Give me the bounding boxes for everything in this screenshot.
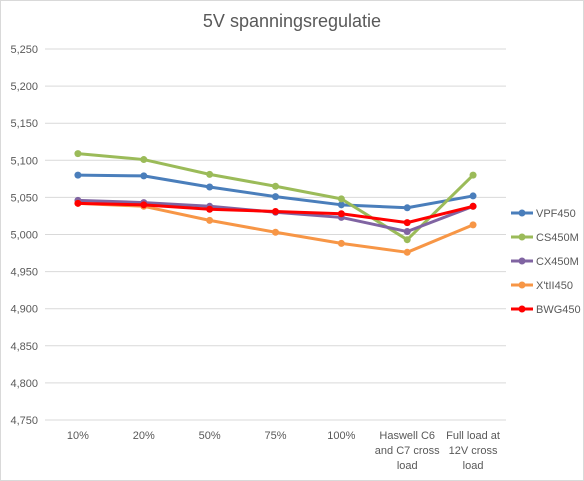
data-point-bwg450 [337, 210, 345, 218]
chart-title: 5V spanningsregulatie [202, 11, 382, 31]
data-point-x-tii450 [337, 239, 345, 247]
legend-label-cx450m: CX450M [536, 256, 579, 268]
data-point-cs450m [74, 150, 82, 158]
legend-label-vpf450: VPF450 [536, 208, 576, 220]
y-tick-label: 4,850 [10, 341, 38, 353]
y-tick-label: 4,950 [10, 267, 38, 279]
data-point-bwg450 [403, 219, 411, 227]
x-tick-label: 10% [67, 430, 89, 442]
data-point-x-tii450 [206, 216, 214, 224]
data-point-cs450m [469, 171, 477, 179]
data-point-cs450m [403, 236, 411, 244]
data-point-cs450m [272, 182, 279, 190]
data-point-bwg450 [140, 201, 148, 209]
legend-marker-cx450m [518, 257, 526, 265]
y-tick-label: 5,000 [10, 230, 38, 242]
x-tick-label: 20% [133, 430, 155, 442]
legend-label-x-tii450: X'tII450 [536, 280, 573, 292]
data-point-x-tii450 [403, 248, 411, 256]
y-tick-label: 4,750 [10, 415, 38, 427]
x-tick-label: 75% [264, 430, 286, 442]
data-point-cs450m [337, 195, 345, 203]
legend-marker-x-tii450 [518, 281, 526, 289]
x-tick-label: Full load at 12V cross load [446, 430, 500, 472]
legend-marker-cs450m [518, 233, 526, 241]
y-tick-label: 5,100 [10, 155, 38, 167]
data-point-vpf450 [469, 192, 477, 200]
data-point-bwg450 [74, 199, 82, 207]
data-point-cx450m [403, 228, 411, 236]
data-point-vpf450 [74, 171, 82, 179]
data-point-vpf450 [403, 204, 411, 212]
data-point-vpf450 [140, 172, 148, 180]
y-tick-label: 4,800 [10, 378, 38, 390]
data-point-cs450m [206, 170, 214, 178]
y-tick-label: 5,050 [10, 192, 38, 204]
data-point-bwg450 [272, 207, 279, 215]
y-tick-label: 5,250 [10, 44, 38, 56]
y-tick-label: 4,900 [10, 304, 38, 316]
x-tick-label: 100% [327, 430, 355, 442]
x-tick-label: Haswell C6 and C7 cross load [375, 430, 440, 472]
legend-label-cs450m: CS450M [536, 232, 579, 244]
y-tick-label: 5,150 [10, 118, 38, 130]
data-point-vpf450 [272, 193, 279, 201]
legend-label-bwg450: BWG450 [536, 304, 581, 316]
data-point-cs450m [140, 156, 148, 164]
data-point-bwg450 [469, 202, 477, 210]
y-tick-label: 5,200 [10, 81, 38, 93]
data-point-vpf450 [206, 183, 214, 191]
data-point-vpf450 [337, 201, 345, 209]
legend-marker-vpf450 [518, 209, 526, 217]
data-point-x-tii450 [272, 228, 279, 236]
legend-marker-bwg450 [518, 305, 526, 313]
data-point-bwg450 [206, 205, 214, 213]
x-tick-label: 50% [199, 430, 221, 442]
data-point-x-tii450 [469, 221, 477, 229]
